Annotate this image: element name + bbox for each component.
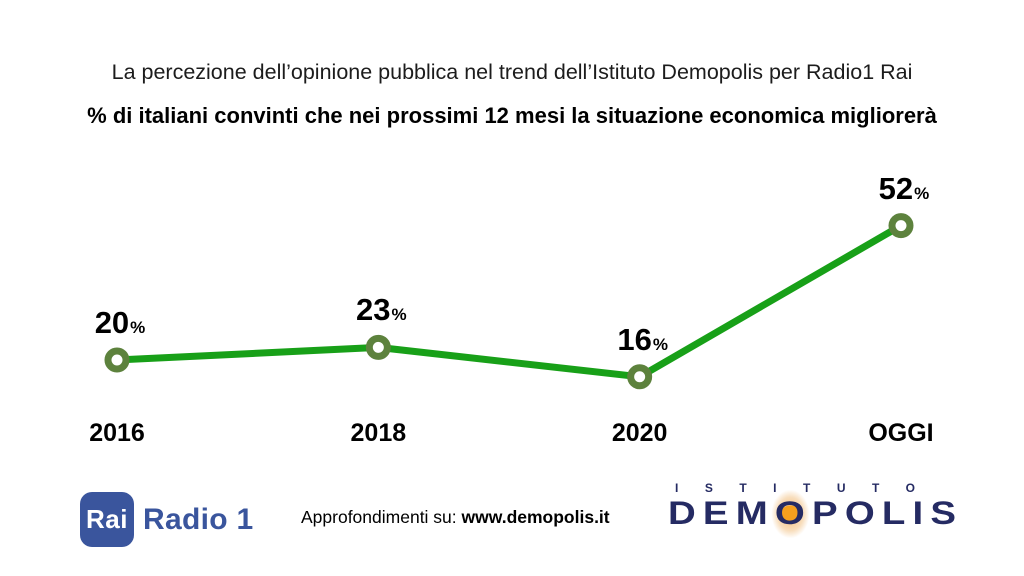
data-point-marker-2016 [104,347,130,373]
x-tick-label-2020: 2020 [611,419,668,447]
radio1-logo-text: Radio 1 [143,502,254,536]
footer-note-url[interactable]: www.demopolis.it [461,507,610,527]
demopolis-word-o: O [774,495,812,531]
trend-line-path [113,222,905,381]
rai-radio1-logo: Rai Radio 1 [80,492,253,547]
value-unit: % [652,334,668,354]
rai-logo-icon: Rai [80,492,134,547]
chart-title: % di italiani convinti che nei prossimi … [87,103,937,128]
value-number: 16 [617,321,652,357]
value-unit: % [130,318,146,337]
x-tick-label-OGGI: OGGI [868,419,934,447]
value-number: 52 [878,170,914,206]
demopolis-logo: ISTITUTO DEM OPOLIS [668,478,968,562]
value-number: 23 [356,292,391,328]
value-label-OGGI: 52% [879,173,930,204]
demopolis-word-start: DEM [668,495,775,531]
kicker-title: La percezione dell’opinione pubblica nel… [111,60,913,84]
demopolis-word-end: POLIS [812,495,964,531]
value-unit: % [391,305,407,325]
value-label-2020: 16% [617,324,668,355]
value-label-2016: 20% [95,307,146,338]
footer-note-prefix: Approfondimenti su: [301,507,462,527]
x-tick-label-2016: 2016 [89,419,145,447]
value-unit: % [914,183,930,203]
x-tick-label-2018: 2018 [350,419,407,447]
demopolis-o-mark: O [764,482,816,547]
value-number: 20 [94,305,130,340]
footer-note: Approfondimenti su: www.demopolis.it [301,507,610,528]
data-point-marker-OGGI [888,213,914,239]
demopolis-wordmark: DEM OPOLIS [668,482,964,547]
data-point-marker-2018 [365,334,391,360]
data-point-marker-2020 [627,364,653,390]
demopolis-sun-disc-icon [779,505,801,523]
value-label-2018: 23% [356,294,407,325]
